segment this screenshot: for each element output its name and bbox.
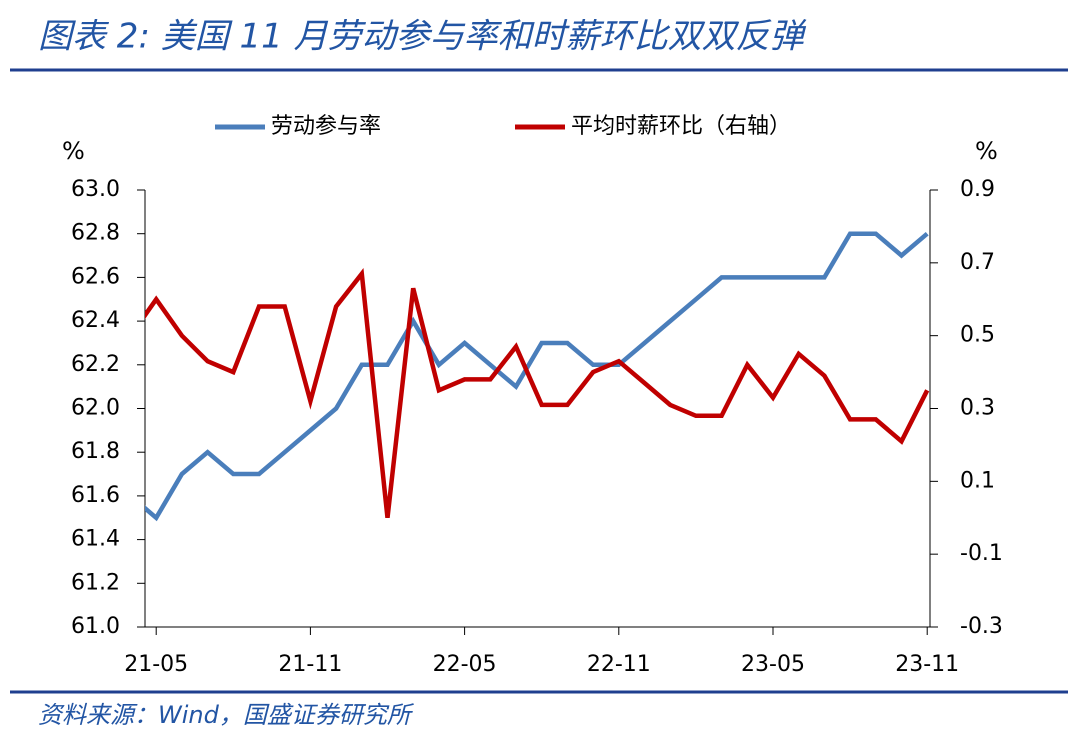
y-tick-label: 61.8: [71, 439, 120, 464]
x-tick-label: 23-11: [895, 652, 959, 677]
chart-title: 图表 2: 美国 11 月劳动参与率和时薪环比双双反弹: [38, 17, 807, 57]
y2-tick-label: 0.7: [960, 250, 995, 275]
series-line: [145, 268, 930, 519]
y-tick-label: 62.2: [71, 352, 120, 377]
y2-tick-label: -0.3: [960, 614, 1003, 639]
source: 资料来源：Wind，国盛证券研究所: [38, 701, 415, 729]
x-tick-label: 21-11: [278, 652, 342, 677]
y-tick-label: 62.6: [71, 264, 120, 289]
x-tick-label: 21-05: [124, 652, 188, 677]
y-tick-label: 62.8: [71, 221, 120, 246]
y-tick-label: 63.0: [71, 177, 120, 202]
y2-tick-label: 0.3: [960, 396, 995, 421]
y-tick-label: 62.0: [71, 396, 120, 421]
x-tick-label: 22-05: [433, 652, 497, 677]
legend-label: 劳动参与率: [271, 114, 381, 139]
y2-tick-label: 0.1: [960, 468, 995, 493]
y-tick-label: 61.6: [71, 483, 120, 508]
y2-tick-label: -0.1: [960, 541, 1003, 566]
series-line: [145, 231, 929, 522]
y2-axis-label: %: [975, 137, 998, 165]
y-axis-label: %: [62, 137, 85, 165]
x-tick-label: 23-05: [741, 652, 805, 677]
y2-tick-label: 0.9: [960, 177, 995, 202]
y2-tick-label: 0.5: [960, 323, 995, 348]
y-tick-label: 61.0: [71, 614, 120, 639]
x-tick-label: 22-11: [587, 652, 651, 677]
y-tick-label: 61.2: [71, 570, 120, 595]
y-tick-label: 61.4: [71, 527, 120, 552]
legend-label: 平均时薪环比（右轴）: [571, 114, 791, 139]
y-tick-label: 62.4: [71, 308, 120, 333]
